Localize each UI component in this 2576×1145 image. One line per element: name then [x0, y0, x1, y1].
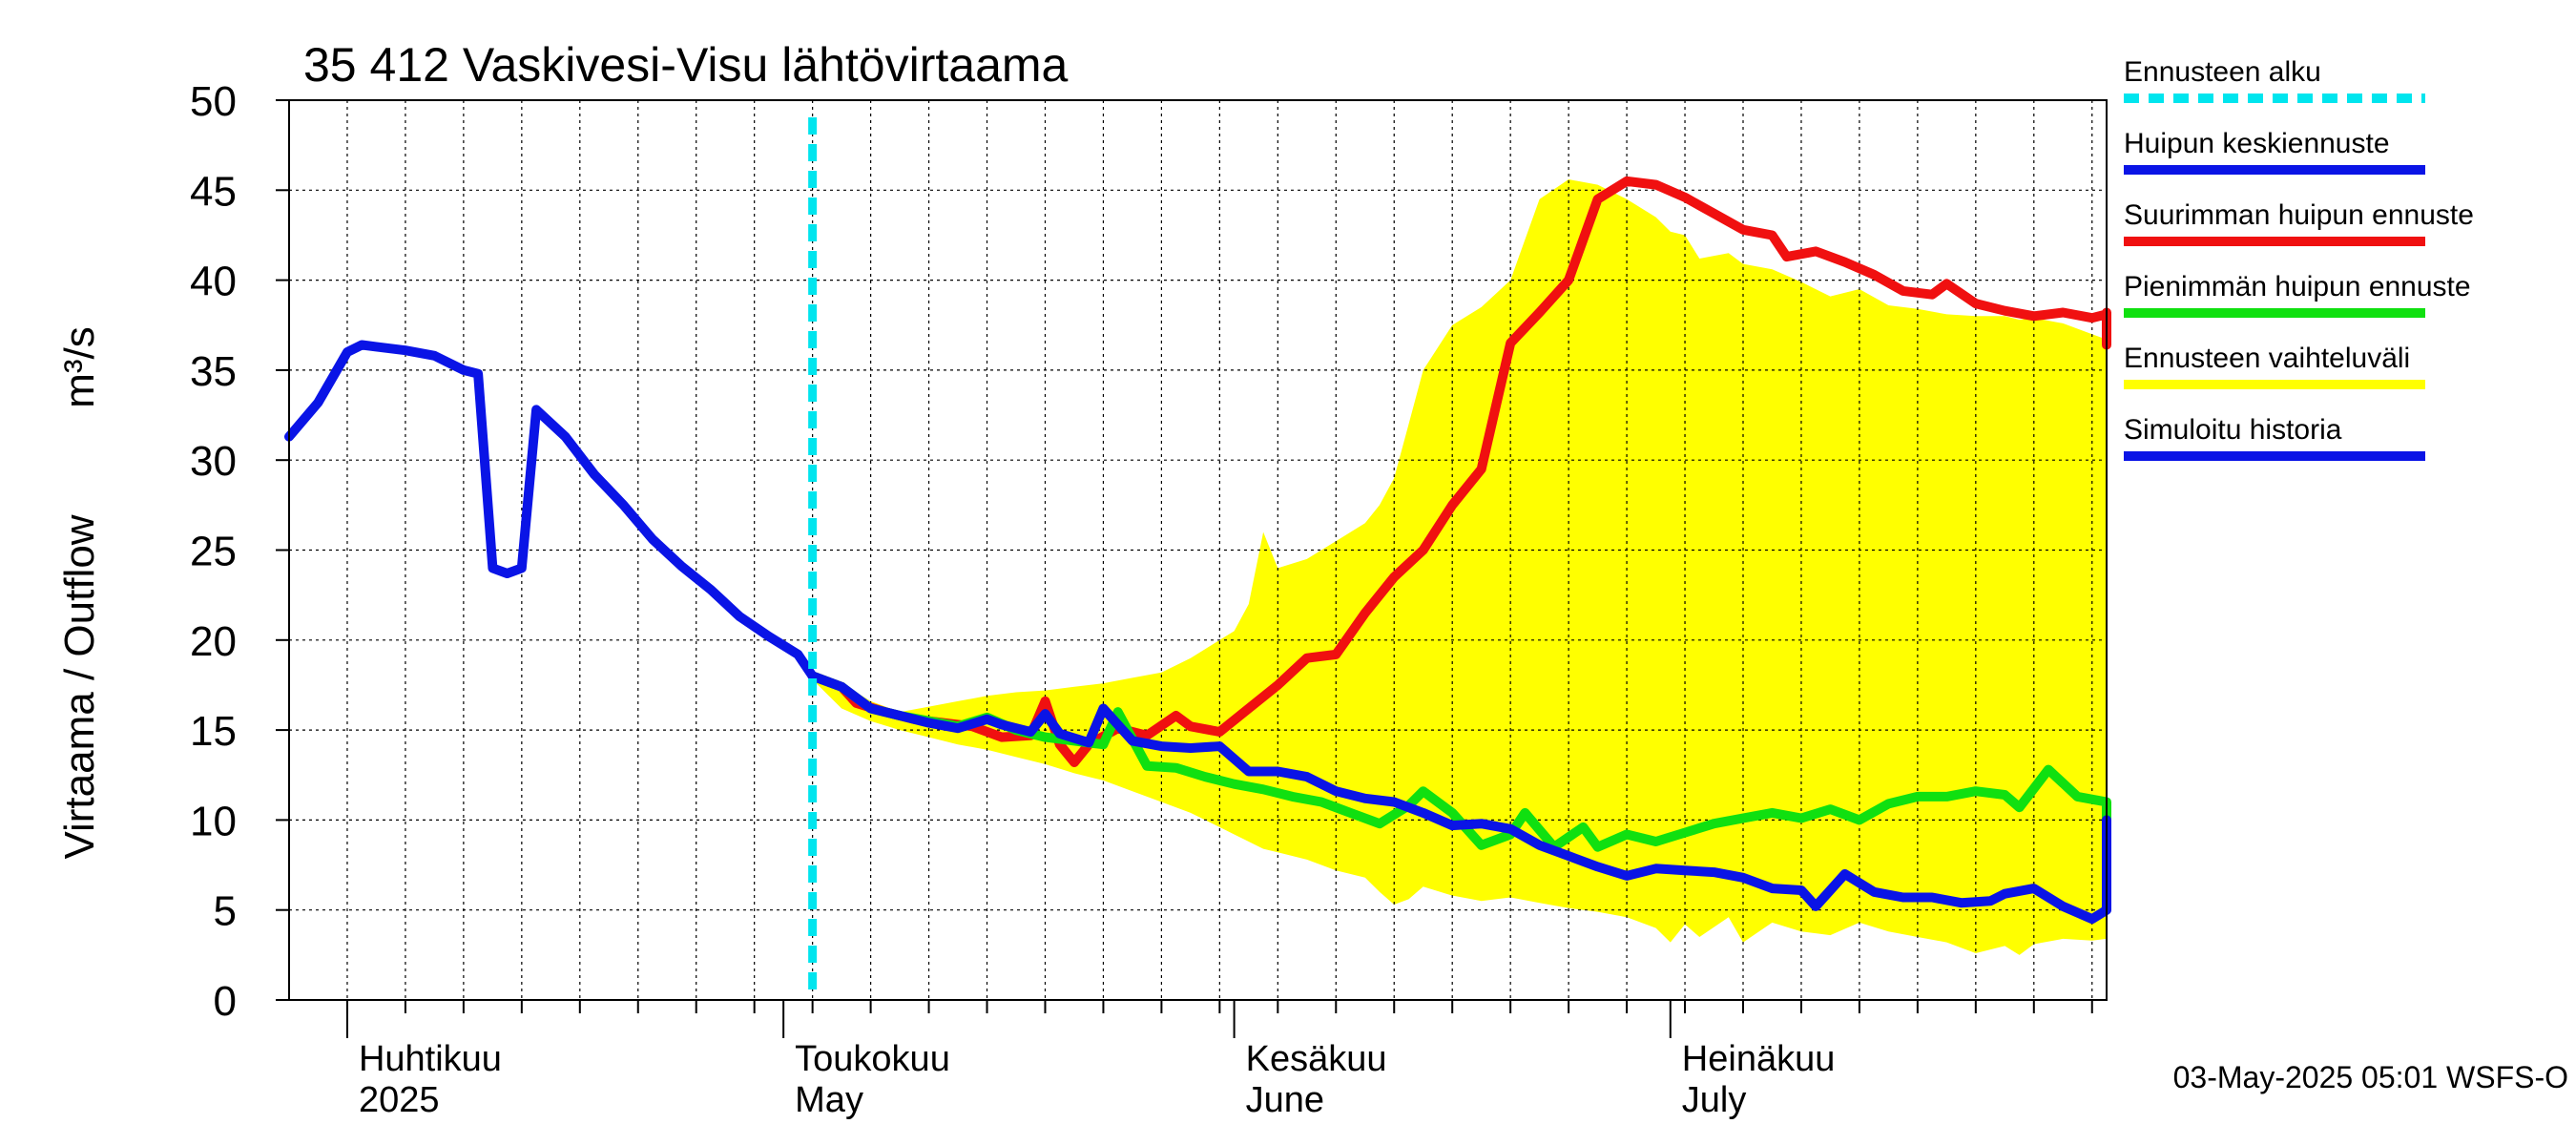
series-simuloitu-historia-line	[284, 340, 818, 681]
y-tick-label: 20	[190, 618, 237, 665]
month-label-fi: Heinäkuu	[1682, 1039, 1836, 1079]
month-label-fi: Toukokuu	[795, 1039, 950, 1079]
month-label-en: May	[795, 1080, 863, 1120]
y-tick-label: 10	[190, 798, 237, 844]
footer-timestamp: 03-May-2025 05:01 WSFS-O	[2173, 1060, 2568, 1094]
chart-title: 35 412 Vaskivesi-Visu lähtövirtaama	[303, 38, 1069, 92]
month-label-en: June	[1246, 1080, 1324, 1120]
y-tick-label: 40	[190, 259, 237, 305]
legend-label: Pienimmän huipun ennuste	[2124, 271, 2471, 302]
legend-label: Huipun keskiennuste	[2124, 128, 2390, 159]
forecast-range-band-layer	[812, 179, 2107, 955]
y-tick-label: 25	[190, 529, 237, 575]
legend: Ennusteen alku Huipun keskiennuste Suurimm…	[2124, 56, 2474, 461]
x-axis-ticks	[345, 1000, 2093, 1038]
y-tick-label: 15	[190, 708, 237, 755]
month-label-en: 2025	[359, 1080, 440, 1120]
y-tick-label: 30	[190, 438, 237, 485]
y-tick-label: 45	[190, 168, 237, 215]
y-tick-label: 35	[190, 348, 237, 395]
y-tick-label: 5	[214, 888, 237, 935]
forecast-range-band	[812, 179, 2107, 955]
series-huipun-keskiennuste-line	[807, 671, 2111, 925]
legend-label: Suurimman huipun ennuste	[2124, 199, 2474, 231]
y-axis-label: Virtaama / Outflow	[56, 514, 103, 859]
series-suurimman-huipun-ennuste-line	[807, 176, 2111, 767]
legend-label: Simuloitu historia	[2124, 414, 2342, 446]
month-label-fi: Huhtikuu	[359, 1039, 502, 1079]
month-label-en: July	[1682, 1080, 1747, 1120]
legend-label: Ennusteen alku	[2124, 56, 2321, 88]
y-axis-unit: m³/s	[56, 326, 103, 408]
y-axis-ticks: 0 5 10 15 20 25 30 35 40 45 50	[190, 78, 289, 1025]
series-lines	[284, 117, 2111, 1000]
y-tick-label: 0	[214, 978, 237, 1025]
y-tick-label: 50	[190, 78, 237, 125]
legend-label: Ennusteen vaihteluväli	[2124, 343, 2410, 374]
month-label-fi: Kesäkuu	[1246, 1039, 1387, 1079]
